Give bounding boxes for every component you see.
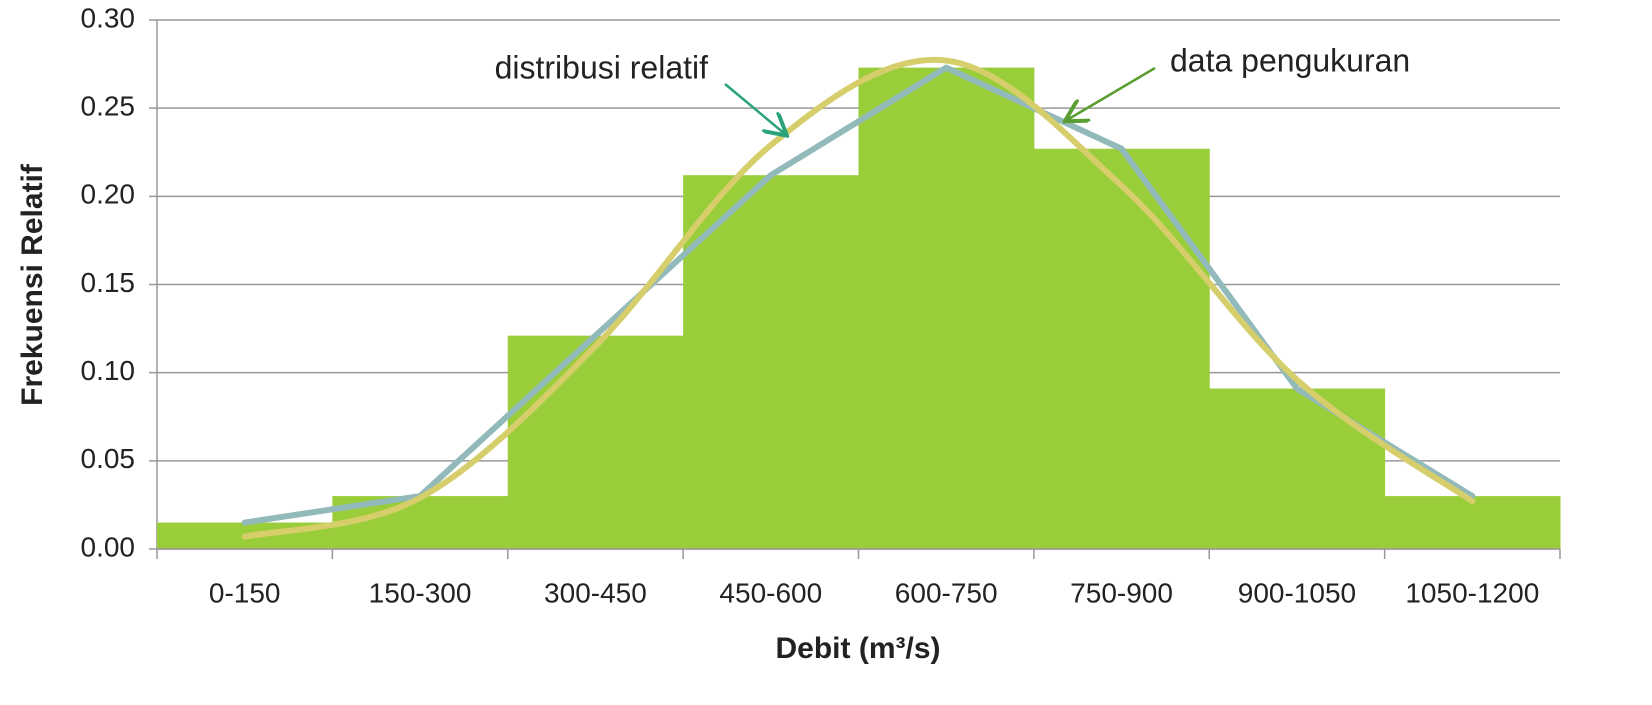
y-tick-label: 0.20 [81, 179, 136, 210]
bar [1209, 388, 1386, 549]
bar [683, 175, 859, 549]
x-tick-label: 0-150 [209, 577, 281, 608]
y-tick-label: 0.25 [81, 91, 136, 122]
x-tick-label: 900-1050 [1238, 577, 1356, 608]
bar [858, 67, 1035, 550]
y-tick-label: 0.00 [81, 531, 136, 562]
y-tick-label: 0.30 [81, 2, 136, 33]
bar [1384, 496, 1561, 549]
x-tick-label: 750-900 [1070, 577, 1173, 608]
plot-area: 0.00 0.05 0.10 0.15 0.20 0.25 0.30 0-150 150-300… [81, 2, 1561, 608]
x-tick-label: 600-750 [895, 577, 998, 608]
x-tick-label: 300-450 [544, 577, 647, 608]
annotation-arrow [724, 83, 785, 134]
annotation: distribusi relatif [495, 49, 709, 85]
bar [1033, 148, 1210, 549]
bar [507, 335, 684, 549]
x-tick-label: 150-300 [369, 577, 472, 608]
annotation-arrow [1067, 66, 1156, 120]
series-line [241, 56, 1476, 540]
annotation: data pengukuran [1170, 42, 1410, 78]
x-axis-title: Debit (m³/s) [776, 632, 941, 665]
x-tick-label: 450-600 [719, 577, 822, 608]
x-tick-label: 1050-1200 [1405, 577, 1539, 608]
y-tick-label: 0.10 [81, 355, 136, 386]
y-tick-label: 0.05 [81, 443, 136, 474]
y-tick-label: 0.15 [81, 267, 136, 298]
y-axis-title: Frekuensi Relatif [16, 163, 49, 406]
